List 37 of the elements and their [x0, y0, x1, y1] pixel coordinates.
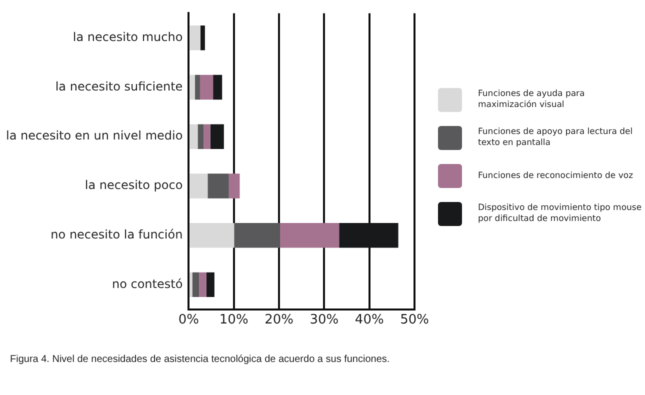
x-tick-label: 0%	[178, 312, 199, 328]
x-tick-label: 20%	[264, 312, 294, 328]
y-tick-label: la necesito en un nivel medio	[6, 128, 183, 143]
y-tick-label: la necesito mucho	[72, 30, 183, 44]
bar	[198, 124, 204, 149]
bar	[190, 26, 200, 50]
bar	[280, 223, 340, 248]
x-tick-label: 50%	[400, 312, 430, 328]
text: Dispositivo de movimiento tipo mouse por dificultad de movimiento	[478, 203, 643, 225]
text: Figura 4. Nivel de necesidades de asistencia tecnológica de acuerdo a sus funciones.	[10, 354, 390, 365]
bar	[208, 174, 229, 198]
text: Funciones de ayuda para maximización visual	[478, 89, 586, 111]
bar	[210, 124, 224, 149]
bar	[199, 272, 206, 298]
bar	[190, 74, 196, 100]
bar	[206, 272, 214, 298]
x-tick-label: 10%	[219, 312, 248, 328]
bar	[192, 272, 200, 298]
x-tick-label: 40%	[354, 312, 384, 328]
y-tick-label: no necesito la función	[50, 227, 183, 242]
bar	[200, 74, 214, 100]
text: Funciones de apoyo para lectura del texto en pantalla	[478, 127, 634, 149]
bar	[204, 124, 210, 149]
bar	[200, 26, 205, 50]
bar	[190, 223, 234, 248]
bar	[213, 74, 222, 100]
bar	[190, 124, 198, 149]
bar	[190, 174, 208, 198]
y-tick-label: no contestó	[112, 276, 183, 291]
bar	[234, 223, 280, 248]
y-tick-label: la necesito suficiente	[55, 79, 183, 94]
x-tick-label: 30%	[310, 312, 339, 328]
bar	[195, 74, 200, 100]
y-tick-label: la necesito poco	[84, 178, 183, 192]
bar	[228, 174, 240, 198]
text: Funciones de reconocimiento de voz	[478, 170, 634, 182]
bar	[190, 272, 192, 298]
